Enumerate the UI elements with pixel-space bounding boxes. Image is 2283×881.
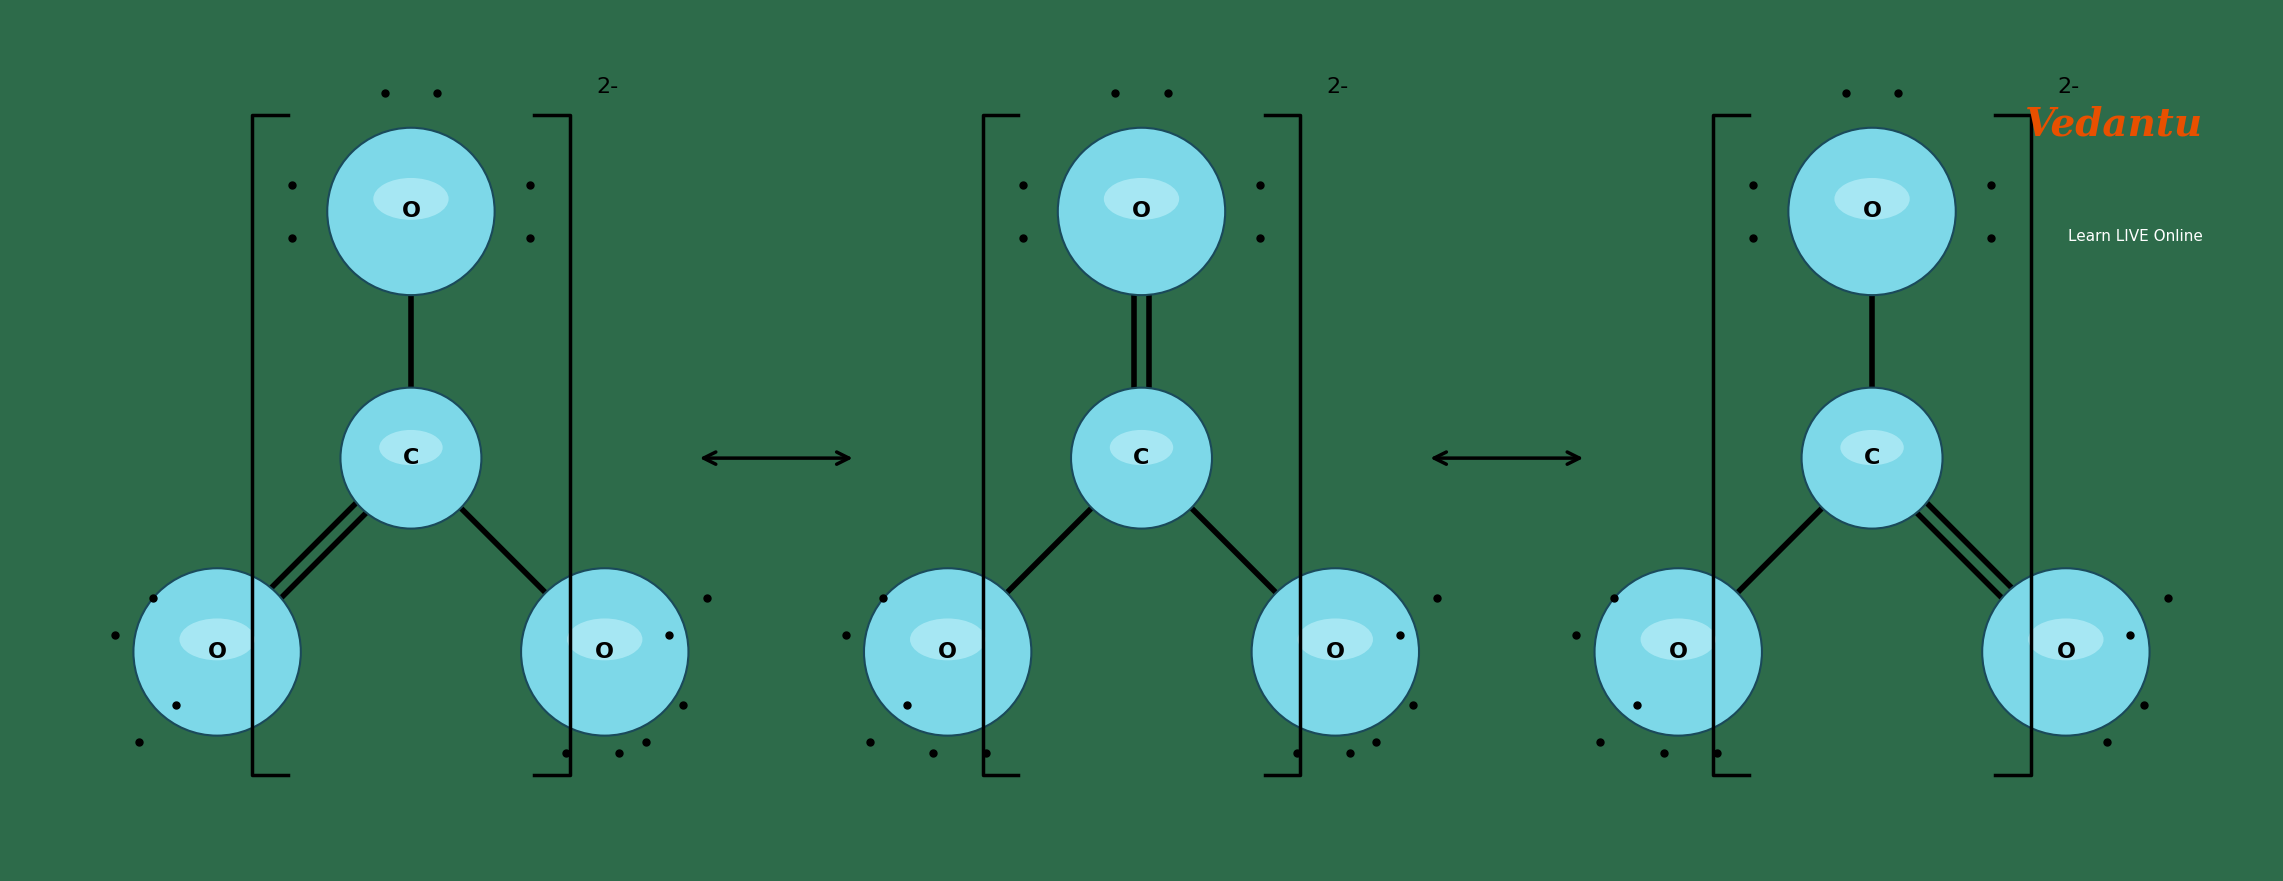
Text: O: O (1863, 202, 1881, 221)
Ellipse shape (1840, 430, 1904, 465)
Text: 2-: 2- (2057, 77, 2080, 97)
Ellipse shape (1057, 128, 1226, 295)
Ellipse shape (1594, 568, 1762, 736)
Ellipse shape (340, 388, 482, 529)
Ellipse shape (1110, 430, 1173, 465)
Ellipse shape (2027, 618, 2103, 661)
Text: C: C (1863, 448, 1881, 468)
Text: 2-: 2- (596, 77, 619, 97)
Ellipse shape (863, 568, 1032, 736)
Text: O: O (596, 642, 614, 662)
Text: O: O (1326, 642, 1345, 662)
Text: O: O (1132, 202, 1151, 221)
Ellipse shape (374, 178, 447, 220)
Ellipse shape (566, 618, 642, 661)
Ellipse shape (1982, 568, 2151, 736)
Text: 2-: 2- (1326, 77, 1349, 97)
Ellipse shape (1251, 568, 1420, 736)
Text: O: O (2057, 642, 2075, 662)
Ellipse shape (1788, 128, 1957, 295)
Text: O: O (938, 642, 957, 662)
Ellipse shape (1297, 618, 1372, 661)
Text: C: C (1132, 448, 1151, 468)
Ellipse shape (1641, 618, 1717, 661)
Text: Vedantu: Vedantu (2025, 106, 2203, 144)
Ellipse shape (1836, 178, 1909, 220)
Ellipse shape (1071, 388, 1212, 529)
Ellipse shape (1105, 178, 1178, 220)
Ellipse shape (1801, 388, 1943, 529)
Text: O: O (402, 202, 420, 221)
Text: O: O (1669, 642, 1687, 662)
Ellipse shape (379, 430, 443, 465)
Ellipse shape (326, 128, 495, 295)
Text: O: O (208, 642, 226, 662)
Ellipse shape (132, 568, 301, 736)
Ellipse shape (911, 618, 986, 661)
Ellipse shape (180, 618, 256, 661)
Text: Learn LIVE Online: Learn LIVE Online (2068, 229, 2203, 244)
Ellipse shape (521, 568, 689, 736)
Text: C: C (402, 448, 420, 468)
